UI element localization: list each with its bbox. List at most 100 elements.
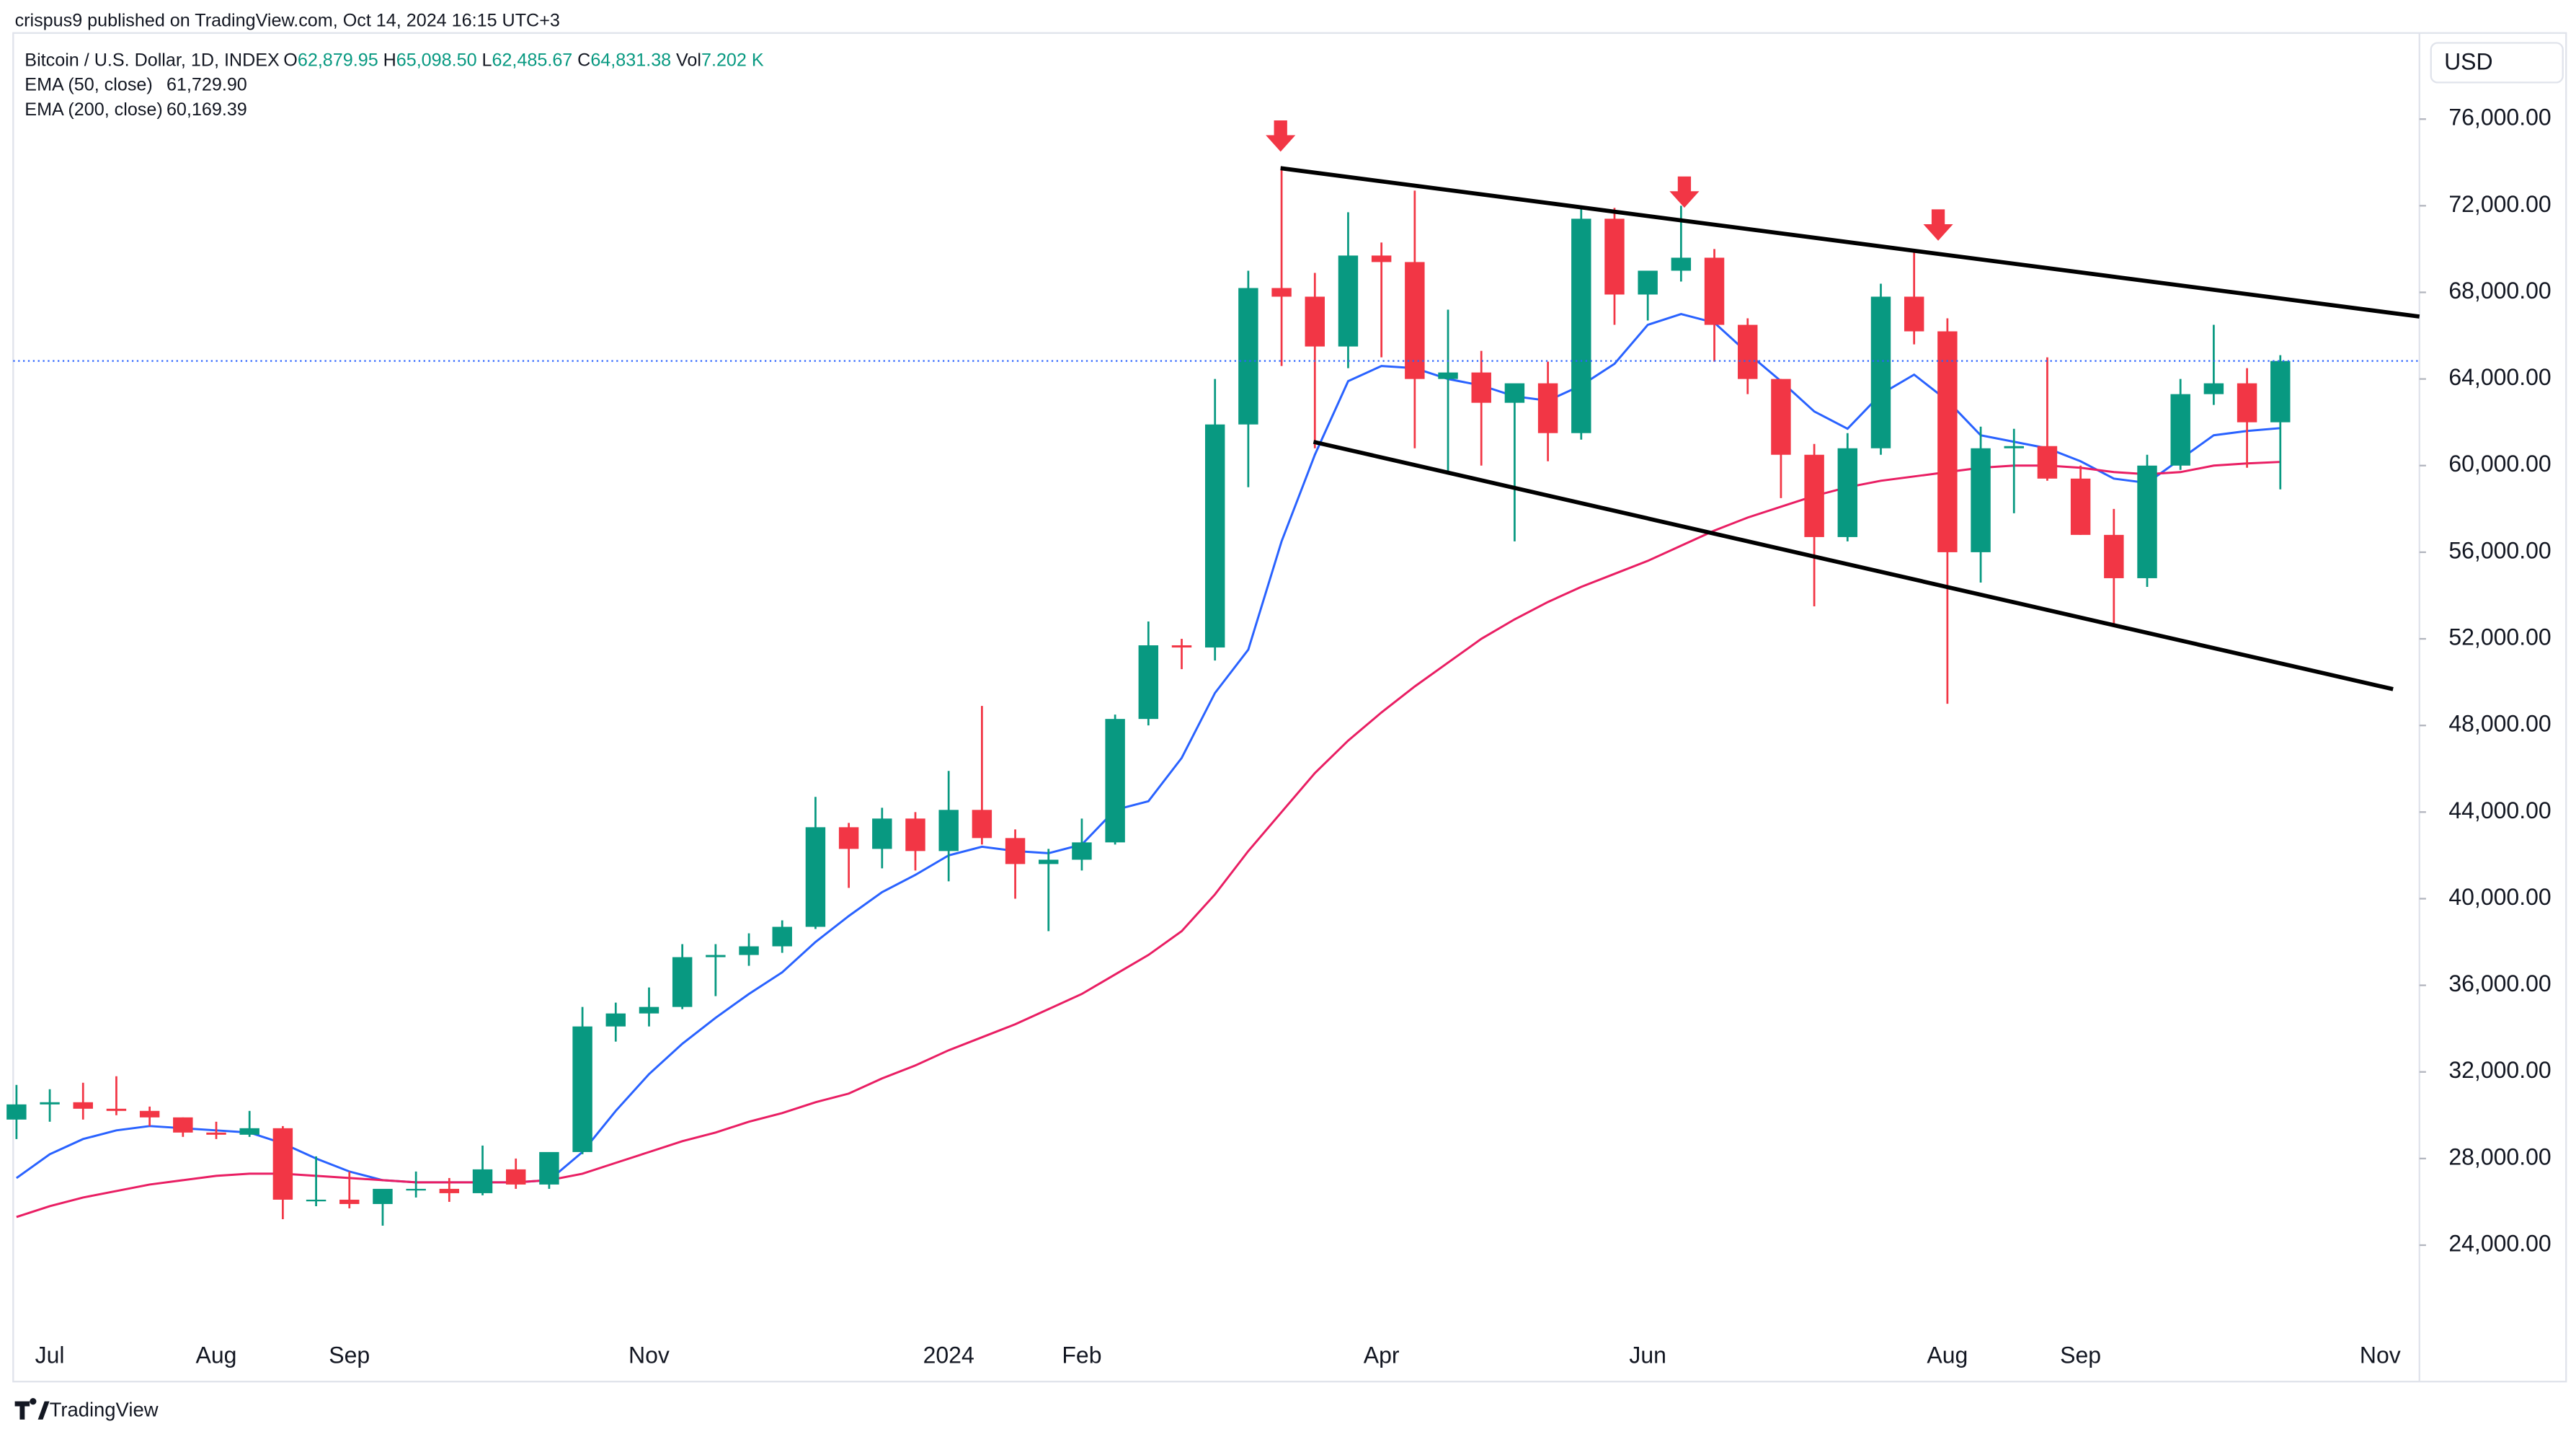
candle-body (2237, 383, 2257, 422)
candle-body (872, 818, 892, 849)
candle-body (1072, 842, 1092, 860)
candle-body (1039, 859, 1059, 864)
brand-logo (14, 1398, 50, 1420)
candle-body (1804, 454, 1824, 537)
x-tick-label: Nov (629, 1342, 670, 1368)
y-tick-label: 24,000.00 (2448, 1230, 2551, 1256)
candle-body (805, 827, 826, 927)
candle-body (1971, 448, 1991, 552)
published-note: crispus9 published on TradingView.com, O… (15, 10, 560, 30)
ohlc-value: 62,485.67 (492, 50, 572, 70)
candle-body (838, 827, 859, 849)
lower-trendline (1313, 440, 2394, 691)
candle-body (1504, 383, 1525, 403)
candle-body (539, 1151, 559, 1185)
candle-body (1738, 324, 1758, 379)
candle-body (1204, 424, 1225, 648)
ohlc-legend: O62,879.95 H65,098.50 L62,485.67 C64,831.38… (283, 50, 764, 70)
candle-body (2270, 360, 2291, 422)
candle-body (439, 1188, 460, 1193)
candle-body (139, 1110, 160, 1118)
candle-body (1005, 838, 1026, 864)
ohlc-label: O (283, 50, 298, 70)
brand: TradingView (50, 1399, 159, 1421)
candle-body (1105, 719, 1125, 843)
ohlc-label: C (577, 50, 590, 70)
y-tick-label: 52,000.00 (2448, 624, 2551, 650)
candle-body (272, 1128, 293, 1200)
candle-body (1571, 218, 1591, 433)
candle-body (972, 810, 992, 839)
candle-body (2137, 465, 2157, 578)
x-tick-label: Nov (2360, 1342, 2401, 1368)
plot-frame (12, 32, 2567, 1383)
legend-value: 61,729.90 (166, 75, 247, 95)
y-tick-label: 40,000.00 (2448, 884, 2551, 910)
arrow-marker (1923, 209, 1953, 241)
candle-body (40, 1102, 60, 1105)
candle-body (1371, 255, 1392, 262)
candle-body (1671, 257, 1692, 271)
candle-body (1638, 270, 1658, 295)
candle-body (206, 1132, 226, 1135)
candle-body (106, 1108, 127, 1111)
y-tick-label: 60,000.00 (2448, 451, 2551, 477)
candle-body (373, 1188, 393, 1204)
currency[interactable]: USD (2444, 49, 2493, 75)
ohlc-value: 62,879.95 (298, 50, 378, 70)
candle-body (505, 1169, 526, 1185)
candle-body (1171, 645, 1192, 648)
y-tick-label: 36,000.00 (2448, 970, 2551, 996)
candle-body (739, 946, 759, 955)
y-tick-label: 48,000.00 (2448, 711, 2551, 737)
candle-body (1405, 262, 1425, 379)
candle-body (1438, 372, 1458, 379)
candle-body (2037, 446, 2058, 479)
plot-area (6, 167, 2420, 1226)
candle-body (339, 1199, 360, 1204)
x-tick-label: Aug (1927, 1342, 1968, 1368)
ema-line (16, 461, 2280, 1218)
ohlc-value: 64,831.38 (590, 50, 671, 70)
x-tick-label: Feb (1062, 1342, 1101, 1368)
candle-body (2070, 478, 2091, 535)
candle-body (1904, 296, 1924, 332)
candle-body (2170, 394, 2190, 466)
legend-entry: EMA (50, close) (25, 75, 152, 95)
candle-body (1604, 218, 1625, 295)
candle-body (1305, 296, 1325, 347)
candle-body (905, 818, 925, 851)
candle-body (306, 1199, 327, 1202)
candle-body (1471, 372, 1491, 403)
candle-body (1704, 257, 1725, 325)
legend-title: Bitcoin / U.S. Dollar, 1D, INDEX (25, 50, 280, 70)
legend-entry: EMA (200, close) (25, 99, 162, 120)
ohlc-label: H (383, 50, 396, 70)
x-tick-label: Jun (1629, 1342, 1666, 1368)
y-tick-label: 72,000.00 (2448, 191, 2551, 217)
candle-body (2104, 534, 2124, 578)
candle-body (6, 1104, 27, 1120)
x-tick-label: Jul (35, 1342, 65, 1368)
ohlc-label: L (481, 50, 492, 70)
candle-body (1138, 645, 1159, 720)
ohlc-value: 7.202 K (701, 50, 764, 70)
candle-body (1771, 379, 1791, 455)
candle-body (772, 926, 792, 947)
candle-body (1837, 448, 1858, 537)
y-tick-label: 56,000.00 (2448, 537, 2551, 563)
ohlc-label: Vol (676, 50, 701, 70)
legend-value: 60,169.39 (166, 99, 247, 120)
arrow-marker (1266, 120, 1296, 152)
candle-body (639, 1007, 659, 1014)
x-tick-label: 2024 (923, 1342, 974, 1368)
candle-body (938, 810, 959, 851)
candle-body (1238, 288, 1258, 425)
candle-body (2004, 446, 2024, 448)
x-tick-label: Sep (329, 1342, 370, 1368)
arrow-marker (1669, 176, 1700, 208)
candle-body (173, 1117, 193, 1133)
currency-box[interactable] (2430, 42, 2564, 84)
